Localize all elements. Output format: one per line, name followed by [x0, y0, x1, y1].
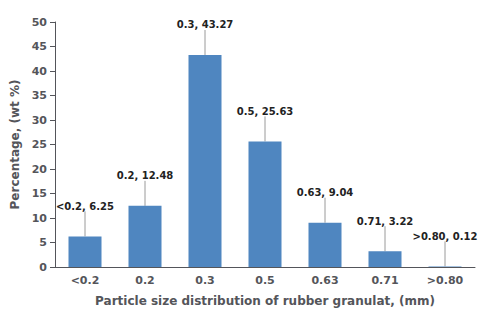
svg-text:20: 20 — [32, 163, 48, 176]
svg-text:35: 35 — [32, 89, 47, 102]
svg-text:0.71: 0.71 — [371, 274, 398, 287]
svg-text:0.3: 0.3 — [195, 274, 215, 287]
svg-text:>0.80: >0.80 — [427, 274, 464, 287]
svg-text:<0.2, 6.25: <0.2, 6.25 — [56, 201, 114, 212]
svg-text:30: 30 — [32, 114, 48, 127]
svg-text:0.3, 43.27: 0.3, 43.27 — [177, 19, 234, 30]
svg-text:Percentage, (wt %): Percentage, (wt %) — [8, 80, 22, 210]
svg-text:15: 15 — [32, 187, 47, 200]
svg-text:25: 25 — [32, 138, 47, 151]
svg-text:10: 10 — [32, 212, 48, 225]
svg-text:50: 50 — [32, 16, 48, 29]
svg-text:0.5, 25.63: 0.5, 25.63 — [237, 106, 294, 117]
svg-text:<0.2: <0.2 — [71, 274, 100, 287]
svg-text:Particle size distribution of: Particle size distribution of rubber gra… — [95, 294, 435, 308]
svg-text:0.2: 0.2 — [135, 274, 155, 287]
svg-text:0.2, 12.48: 0.2, 12.48 — [117, 170, 174, 181]
svg-text:0: 0 — [39, 261, 47, 274]
svg-text:0.63, 9.04: 0.63, 9.04 — [297, 187, 354, 198]
svg-text:45: 45 — [32, 40, 47, 53]
svg-text:0.63: 0.63 — [311, 274, 338, 287]
svg-text:5: 5 — [39, 236, 47, 249]
svg-text:0.71, 3.22: 0.71, 3.22 — [357, 216, 414, 227]
svg-text:40: 40 — [32, 65, 48, 78]
svg-text:0.5: 0.5 — [255, 274, 275, 287]
svg-text:>0.80, 0.12: >0.80, 0.12 — [412, 231, 477, 242]
